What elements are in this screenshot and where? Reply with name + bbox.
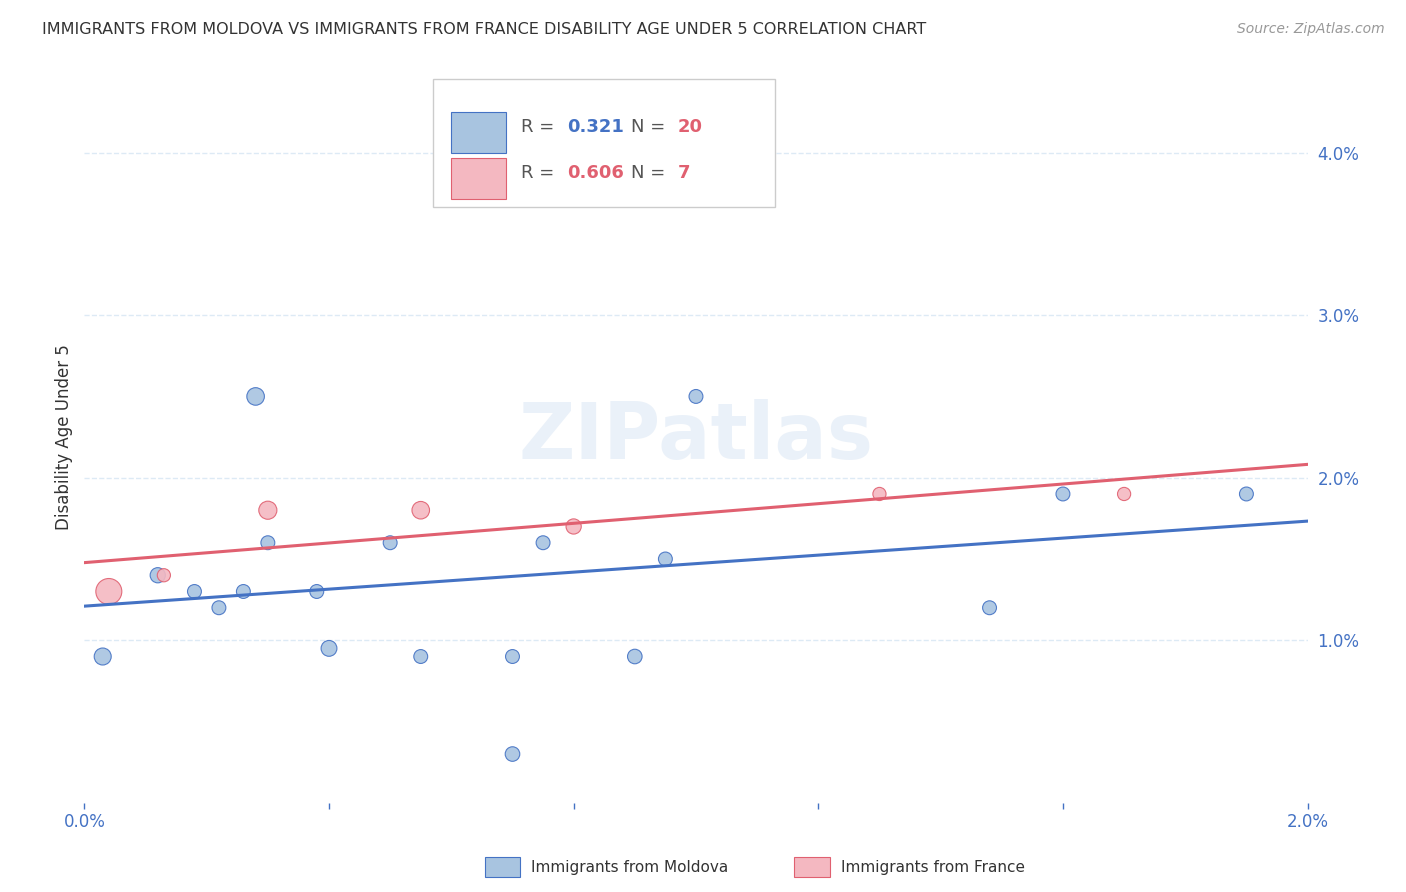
Point — [979, 600, 1001, 615]
Point — [869, 487, 891, 501]
Text: 20: 20 — [678, 119, 703, 136]
Point — [257, 535, 280, 549]
Point — [409, 649, 432, 664]
Point — [146, 568, 169, 582]
Text: R =: R = — [522, 119, 560, 136]
Text: N =: N = — [631, 119, 671, 136]
Point — [257, 503, 280, 517]
Text: Immigrants from Moldova: Immigrants from Moldova — [531, 860, 728, 874]
Point — [562, 519, 585, 533]
Point — [685, 389, 707, 403]
Text: IMMIGRANTS FROM MOLDOVA VS IMMIGRANTS FROM FRANCE DISABILITY AGE UNDER 5 CORRELA: IMMIGRANTS FROM MOLDOVA VS IMMIGRANTS FR… — [42, 22, 927, 37]
Point — [245, 389, 267, 403]
Point — [1114, 487, 1136, 501]
Point — [1236, 487, 1258, 501]
FancyBboxPatch shape — [451, 159, 506, 199]
Point — [232, 584, 254, 599]
FancyBboxPatch shape — [433, 78, 776, 207]
Text: 7: 7 — [678, 164, 690, 182]
Point — [1052, 487, 1074, 501]
Point — [654, 552, 676, 566]
Text: Immigrants from France: Immigrants from France — [841, 860, 1025, 874]
FancyBboxPatch shape — [451, 112, 506, 153]
Point — [318, 641, 340, 656]
Text: ZIPatlas: ZIPatlas — [519, 399, 873, 475]
Text: 0.606: 0.606 — [568, 164, 624, 182]
Point — [153, 568, 176, 582]
Point — [624, 649, 647, 664]
Text: N =: N = — [631, 164, 671, 182]
Point — [409, 503, 432, 517]
Text: R =: R = — [522, 164, 560, 182]
Point — [97, 584, 120, 599]
Point — [183, 584, 205, 599]
Text: 0.321: 0.321 — [568, 119, 624, 136]
Point — [502, 747, 524, 761]
Point — [502, 649, 524, 664]
Point — [91, 649, 114, 664]
Y-axis label: Disability Age Under 5: Disability Age Under 5 — [55, 344, 73, 530]
Point — [380, 535, 402, 549]
Point — [305, 584, 328, 599]
Text: Source: ZipAtlas.com: Source: ZipAtlas.com — [1237, 22, 1385, 37]
Point — [531, 535, 554, 549]
Point — [208, 600, 231, 615]
